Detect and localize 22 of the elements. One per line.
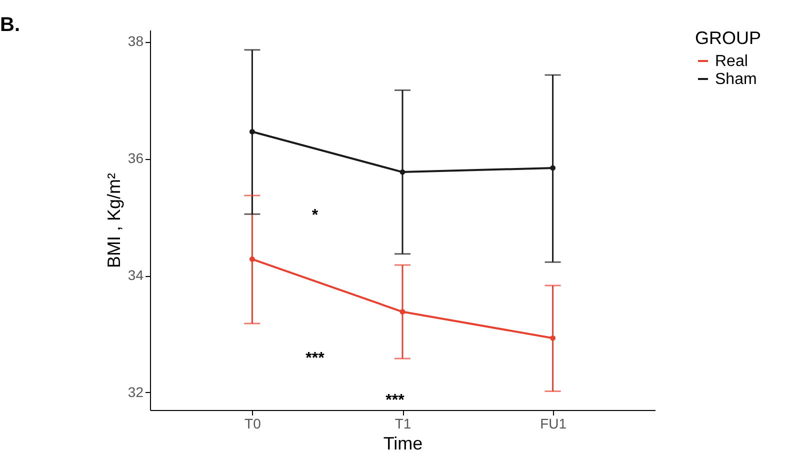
y-tick-label: 36 (128, 150, 144, 166)
x-tick-label: T0 (244, 416, 262, 432)
point (249, 128, 255, 134)
x-tick-label: FU1 (540, 416, 567, 432)
point (550, 335, 556, 341)
point (249, 256, 255, 262)
legend-title: GROUP (695, 28, 762, 48)
y-tick-label: 38 (128, 33, 144, 50)
annotation: *** (306, 350, 326, 367)
legend-label: Sham (715, 71, 757, 88)
point (400, 309, 406, 315)
point (550, 165, 556, 171)
x-axis-title: Time (383, 434, 423, 454)
x-tick-label: T1 (394, 416, 412, 432)
y-axis-title: BMI , Kg/m² (104, 172, 124, 268)
legend-label: Real (715, 53, 748, 70)
annotation: *** (386, 392, 406, 409)
y-tick-label: 32 (128, 384, 144, 400)
chart-title: B. (0, 14, 20, 36)
y-tick-label: 34 (128, 267, 144, 284)
point (400, 169, 406, 175)
annotation: * (312, 207, 319, 224)
